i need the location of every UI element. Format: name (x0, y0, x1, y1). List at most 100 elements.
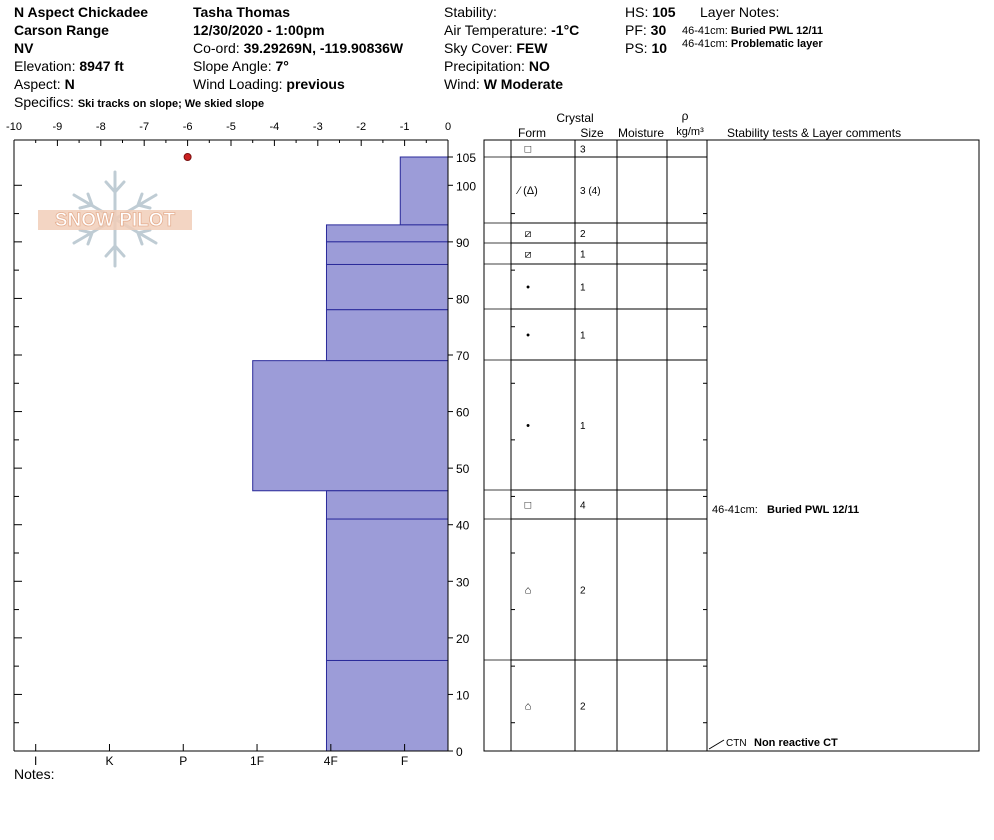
coord-label: Co-ord: (193, 40, 240, 56)
wind-label: Wind: (444, 76, 480, 92)
layer-note: 46-41cm: Problematic layer (682, 38, 823, 51)
ps-value: 10 (651, 40, 668, 56)
hardness-bar (325, 518, 449, 661)
pf-value: 30 (650, 22, 667, 38)
crystal-form-symbol: ⧄ (525, 228, 532, 240)
temp-tick-label: -3 (313, 121, 323, 133)
slope-label: Slope Angle: (193, 58, 272, 74)
specifics-label: Specifics: (14, 94, 74, 110)
hardness-bar (252, 360, 449, 492)
slope-angle: Slope Angle: 7° (193, 58, 289, 74)
wind: Wind: W Moderate (444, 76, 563, 92)
depth-tick-label: 10 (456, 688, 470, 702)
elevation-value: 8947 ft (79, 58, 124, 74)
sky-label: Sky Cover: (444, 40, 513, 56)
depth-tick-label: 30 (456, 575, 470, 589)
crystal-form-symbol: ⧄ (525, 249, 532, 261)
depth-tick-label: 60 (456, 406, 470, 420)
crystal-form-symbol: • (526, 330, 530, 342)
depth-tick-label: 105 (456, 151, 476, 165)
crystal-size: 1 (580, 421, 586, 432)
temp-tick-label: -10 (6, 121, 22, 133)
aspect-value: N (64, 76, 75, 92)
layer-table-frame (483, 139, 980, 752)
depth-tick-label: 80 (456, 292, 470, 306)
crystal-form-symbol: ⌂ (525, 701, 532, 713)
crystal-size: 1 (580, 250, 586, 261)
hardness-bar (325, 309, 449, 362)
hardness-bar (325, 241, 449, 265)
test-pointer (708, 739, 725, 750)
state: NV (14, 40, 34, 56)
layer-note-range: 46-41cm: (682, 25, 728, 37)
crystal-form-symbol: □ (525, 144, 532, 156)
depth-tick-label: 0 (456, 745, 463, 759)
temp-tick-label: -2 (356, 121, 366, 133)
depth-tick-label: 70 (456, 349, 470, 363)
crystal-size: 2 (580, 702, 586, 713)
comments-header: Stability tests & Layer comments (727, 126, 901, 140)
density-unit: kg/m³ (676, 126, 704, 138)
air-temp-label: Air Temperature: (444, 22, 548, 38)
stability: Stability: (444, 4, 497, 20)
temp-tick-label: -1 (400, 121, 410, 133)
hs: HS: 105 (625, 4, 676, 20)
crystal-form-symbol: ⁄ (Δ) (515, 185, 538, 197)
crystal-size: 1 (580, 283, 586, 294)
crystal-size: 4 (580, 501, 586, 512)
layer-note: 46-41cm: Buried PWL 12/11 (682, 25, 823, 38)
specifics-value: Ski tracks on slope; We skied slope (77, 98, 265, 110)
air-temperature: Air Temperature: -1°C (444, 22, 579, 38)
elevation-label: Elevation: (14, 58, 76, 74)
crystal-form-symbol: ⌂ (525, 585, 532, 597)
crystal-size: 1 (580, 331, 586, 342)
size-header: Size (580, 126, 604, 140)
temp-tick-label: -8 (96, 121, 106, 133)
wind-value: W Moderate (483, 76, 564, 92)
stability-test-code: CTN (726, 738, 747, 749)
temp-tick-label: -6 (183, 121, 193, 133)
aspect-label: Aspect: (14, 76, 61, 92)
layer-comment-text: Buried PWL 12/11 (767, 504, 859, 516)
temp-tick-label: -7 (139, 121, 149, 133)
layer-notes-label: Layer Notes: (700, 4, 780, 20)
notes-label: Notes: (14, 766, 55, 782)
hardness-tick-label: I (34, 754, 37, 768)
temp-tick-label: -9 (53, 121, 63, 133)
crystal-form-symbol: □ (525, 500, 532, 512)
hardness-bar (325, 263, 449, 311)
observation-datetime: 12/30/2020 - 1:00pm (193, 22, 325, 38)
layer-comment-range: 46-41cm: (712, 504, 758, 516)
snowpilot-watermark: SNOW PILOT (38, 170, 192, 268)
wind-loading-value: previous (286, 76, 345, 92)
form-header: Form (518, 126, 546, 140)
depth-tick-label: 50 (456, 462, 470, 476)
crystal-size: 3 (580, 145, 586, 156)
depth-tick-label: 20 (456, 632, 470, 646)
precipitation: Precipitation: NO (444, 58, 550, 74)
precip-value: NO (528, 58, 550, 74)
hs-value: 105 (652, 4, 676, 20)
ps-label: PS: (625, 40, 648, 56)
coord-value: 39.29269N, -119.90836W (243, 40, 404, 56)
hs-label: HS: (625, 4, 649, 20)
watermark-text: SNOW PILOT (55, 210, 176, 231)
stability-label: Stability: (444, 4, 497, 20)
wind-loading: Wind Loading: previous (193, 76, 345, 92)
layer-note-text: Problematic layer (730, 38, 823, 50)
air-temp-value: -1°C (551, 22, 580, 38)
sky-value: FEW (516, 40, 548, 56)
depth-tick-label: 40 (456, 519, 470, 533)
depth-tick-label: 90 (456, 236, 470, 250)
layer-note-text: Buried PWL 12/11 (730, 25, 824, 37)
crystal-size: 2 (580, 229, 586, 240)
density-symbol: ρ (682, 109, 689, 123)
temp-tick-label: 0 (445, 121, 451, 133)
stability-test-result: Non reactive CT (754, 737, 838, 749)
hardness-tick-label: F (401, 754, 408, 768)
sky-cover: Sky Cover: FEW (444, 40, 547, 56)
observer-name: Tasha Thomas (193, 4, 290, 20)
hardness-bar (325, 659, 449, 752)
temp-tick-label: -4 (270, 121, 280, 133)
